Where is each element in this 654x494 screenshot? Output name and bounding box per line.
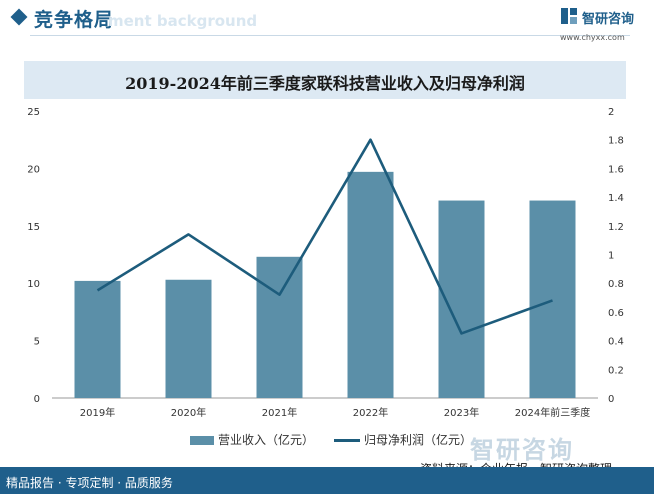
- legend-item-profit: 归母净利润（亿元）: [334, 431, 472, 448]
- brand-url: www.chyxx.com: [560, 33, 625, 42]
- y-right-tick-label: 1.8: [608, 136, 624, 147]
- header: 竞争格局 ment background: [0, 0, 654, 38]
- x-tick-label: 2021年: [262, 406, 297, 419]
- y-right-tick-label: 0.4: [608, 337, 624, 348]
- legend-bar-swatch: [190, 436, 214, 445]
- x-tick-label: 2020年: [171, 406, 206, 419]
- bottom-watermark-logo: 智研咨询: [470, 436, 574, 464]
- profit-line: [96, 138, 553, 335]
- y-left-tick-label: 5: [34, 337, 40, 348]
- y-right-tick-label: 0.6: [608, 308, 624, 319]
- brand-name: 智研咨询: [582, 12, 635, 27]
- revenue-bar: [347, 171, 394, 398]
- background-watermark-text: ment background: [108, 12, 258, 30]
- legend-label-revenue: 营业收入（亿元）: [218, 433, 315, 447]
- chart-title-box: 2019-2024年前三季度家联科技营业收入及归母净利润: [24, 61, 626, 99]
- y-left-tick-label: 10: [27, 279, 40, 290]
- y-right-tick-label: 1.2: [608, 222, 624, 233]
- legend-label-profit: 归母净利润（亿元）: [364, 433, 473, 447]
- x-tick-label: 2019年: [80, 406, 115, 419]
- x-tick-label: 2022年: [353, 406, 388, 419]
- x-tick-label: 2024年前三季度: [515, 406, 590, 419]
- footer-tagline: 精品报告 · 专项定制 · 品质服务: [6, 476, 173, 490]
- y-left-tick-label: 0: [34, 394, 40, 405]
- chart-title: 2019-2024年前三季度家联科技营业收入及归母净利润: [125, 74, 525, 93]
- y-right-tick-label: 2: [608, 107, 614, 118]
- y-right-tick-label: 1.4: [608, 193, 624, 204]
- revenue-bar: [256, 256, 303, 398]
- y-left-tick-label: 25: [27, 107, 40, 118]
- y-right-tick-label: 0.8: [608, 279, 624, 290]
- x-tick-label: 2023年: [444, 406, 479, 419]
- footer-band: [0, 467, 654, 494]
- y-right-tick-label: 1.6: [608, 164, 624, 175]
- brand-block: 智研咨询 www.chyxx.com: [560, 7, 650, 42]
- brand-logo-icon: [561, 8, 577, 24]
- y-left-tick-label: 20: [27, 164, 40, 175]
- revenue-bar: [165, 279, 212, 398]
- legend-line-swatch: [334, 439, 360, 442]
- y-right-tick-label: 1: [608, 251, 614, 262]
- legend-item-revenue: 营业收入（亿元）: [190, 431, 314, 448]
- header-divider: [30, 35, 630, 36]
- section-title: 竞争格局: [34, 9, 115, 31]
- y-right-tick-label: 0: [608, 394, 614, 405]
- revenue-bar: [529, 200, 576, 398]
- revenue-bar: [74, 280, 121, 398]
- y-right-tick-label: 0.2: [608, 365, 624, 376]
- y-left-tick-label: 15: [27, 222, 40, 233]
